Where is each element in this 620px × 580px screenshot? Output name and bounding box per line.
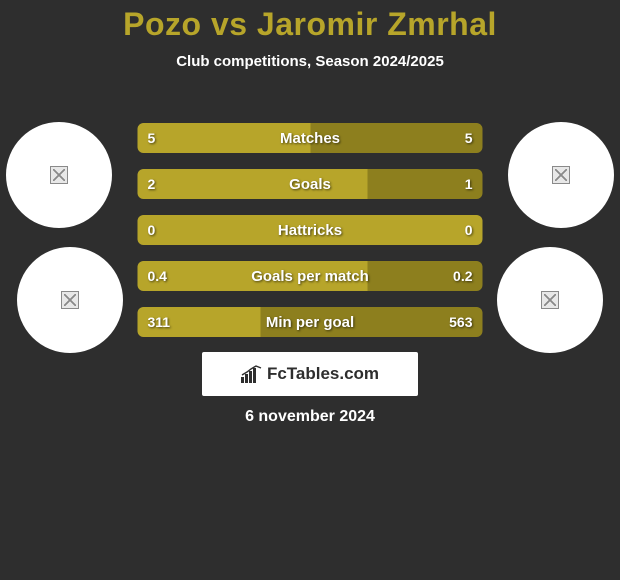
image-placeholder-icon	[50, 166, 68, 184]
stat-bar-track	[138, 307, 483, 337]
club1-avatar	[17, 247, 123, 353]
club2-avatar	[497, 247, 603, 353]
image-placeholder-icon	[552, 166, 570, 184]
stat-row: 55Matches	[138, 123, 483, 153]
stats-panel: 55Matches 21Goals 00Hattricks 0.40.2Goals p…	[138, 123, 483, 353]
stat-bar-left	[138, 261, 368, 291]
stat-row: 0.40.2Goals per match	[138, 261, 483, 291]
stat-bar-right	[368, 261, 483, 291]
page-title: Pozo vs Jaromir Zmrhal	[0, 6, 620, 43]
stat-bar-track	[138, 123, 483, 153]
header: Pozo vs Jaromir Zmrhal Club competitions…	[0, 0, 620, 70]
stat-bar-left	[138, 215, 483, 245]
stat-bar-right	[260, 307, 482, 337]
stat-row: 21Goals	[138, 169, 483, 199]
brand-text: FcTables.com	[267, 364, 379, 384]
image-placeholder-icon	[541, 291, 559, 309]
stat-bar-track	[138, 215, 483, 245]
stat-row: 311563Min per goal	[138, 307, 483, 337]
player1-avatar	[6, 122, 112, 228]
page-subtitle: Club competitions, Season 2024/2025	[0, 53, 620, 70]
image-placeholder-icon	[61, 291, 79, 309]
stat-bar-left	[138, 169, 368, 199]
stat-bar-track	[138, 169, 483, 199]
stat-row: 00Hattricks	[138, 215, 483, 245]
stat-bar-right	[310, 123, 483, 153]
player2-avatar	[508, 122, 614, 228]
brand-badge: FcTables.com	[202, 352, 418, 396]
stat-bar-left	[138, 123, 311, 153]
date-label: 6 november 2024	[0, 408, 620, 426]
stat-bar-left	[138, 307, 261, 337]
stat-bar-right	[368, 169, 483, 199]
stat-bar-track	[138, 261, 483, 291]
chart-icon	[241, 365, 263, 383]
